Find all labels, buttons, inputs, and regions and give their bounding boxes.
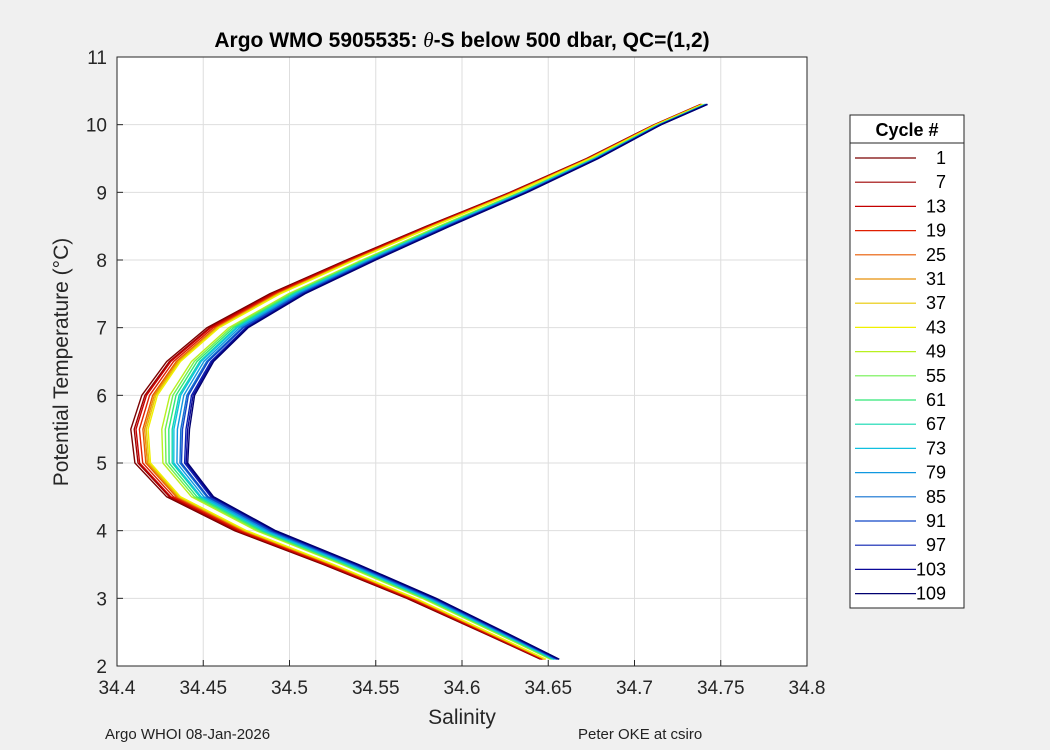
legend-label: 37 xyxy=(926,293,946,313)
y-tick-label: 7 xyxy=(96,319,107,340)
x-tick-label: 34.4 xyxy=(99,678,136,699)
legend-label: 31 xyxy=(926,269,946,289)
y-tick-label: 10 xyxy=(86,116,107,137)
x-tick-label: 34.6 xyxy=(444,678,481,699)
y-tick-label: 2 xyxy=(96,657,107,678)
x-tick-label: 34.65 xyxy=(524,678,572,699)
series-group xyxy=(130,103,708,660)
legend-label: 55 xyxy=(926,366,946,386)
y-tick-label: 11 xyxy=(87,48,107,69)
series-line-cycle-109 xyxy=(186,103,708,660)
legend-label: 43 xyxy=(926,317,946,337)
chart-title: Argo WMO 5905535: θ-S below 500 dbar, QC… xyxy=(214,28,709,52)
legend-label: 1 xyxy=(936,148,946,168)
x-tick-label: 34.75 xyxy=(697,678,745,699)
y-tick-label: 6 xyxy=(96,386,107,407)
y-tick-label: 5 xyxy=(96,454,107,475)
y-axis-label: Potential Temperature (°C) xyxy=(50,238,73,486)
x-tick-label: 34.5 xyxy=(271,678,308,699)
y-tick-label: 9 xyxy=(96,183,107,204)
legend-label: 85 xyxy=(926,487,946,507)
legend-label: 109 xyxy=(916,584,946,604)
legend-label: 97 xyxy=(926,535,946,555)
x-tick-labels: 34.4 34.45 34.5 34.55 34.6 34.65 34.7 34.75 34.8 xyxy=(99,678,826,699)
axes-box xyxy=(116,56,808,667)
legend-label: 49 xyxy=(926,342,946,362)
legend-label: 61 xyxy=(926,390,946,410)
legend-box xyxy=(849,114,965,609)
x-tick-label: 34.7 xyxy=(616,678,653,699)
legend-label: 25 xyxy=(926,245,946,265)
x-tick-label: 34.55 xyxy=(352,678,400,699)
y-tick-labels: 2 3 4 5 6 7 8 9 10 11 xyxy=(86,48,108,678)
legend-label: 7 xyxy=(936,172,946,192)
y-tick-label: 4 xyxy=(96,522,107,543)
legend-label: 91 xyxy=(926,511,946,531)
legend-label: 13 xyxy=(926,196,946,216)
x-tick-label: 34.8 xyxy=(789,678,826,699)
y-tick-label: 3 xyxy=(96,589,107,610)
legend: Cycle # 1 7 13 19 25 31 37 43 49 55 61 67 73 79 85 91 97… xyxy=(849,114,965,609)
legend-label: 73 xyxy=(926,438,946,458)
footer-left: Argo WHOI 08-Jan-2026 xyxy=(105,726,271,743)
footer-right: Peter OKE at csiro xyxy=(578,726,703,743)
legend-label: 79 xyxy=(926,463,946,483)
y-tick-label: 8 xyxy=(96,251,107,272)
legend-label: 67 xyxy=(926,414,946,434)
x-axis-label: Salinity xyxy=(428,706,496,729)
x-tick-label: 34.45 xyxy=(179,678,227,699)
legend-items: 1 7 13 19 25 31 37 43 49 55 61 67 73 79 85 91 97 103 109 xyxy=(855,148,946,604)
legend-label: 19 xyxy=(926,221,946,241)
series-line-cycle-43 xyxy=(147,103,703,660)
legend-title: Cycle # xyxy=(875,120,938,140)
legend-label: 103 xyxy=(916,559,946,579)
